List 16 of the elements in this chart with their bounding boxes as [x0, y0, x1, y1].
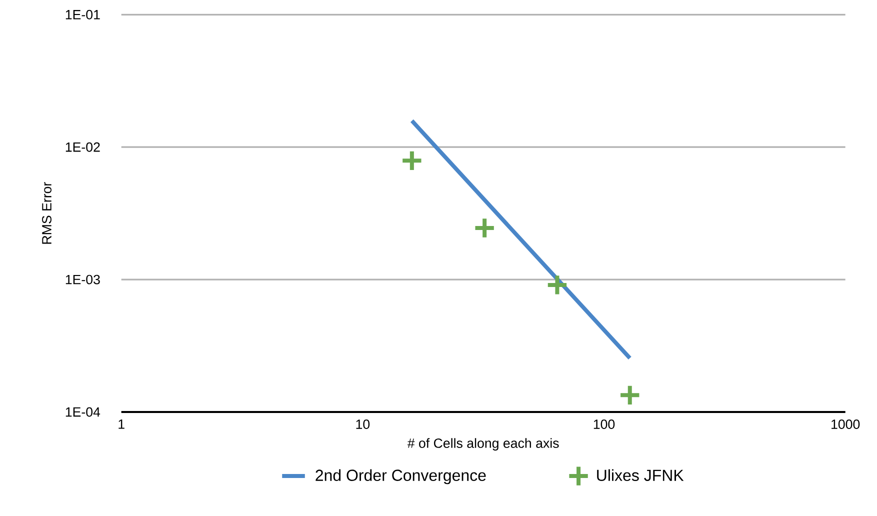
- point: [546, 274, 569, 296]
- point: [618, 384, 642, 406]
- y-tick-label: 1E-04: [66, 407, 100, 417]
- point: [473, 216, 496, 240]
- legend-label: Ulixes JFNK: [597, 469, 684, 481]
- y-tick-label: 1E-02: [66, 142, 100, 152]
- x-tick-label: 1: [118, 420, 124, 429]
- x-tick-label: 10: [356, 420, 370, 429]
- point: [400, 149, 424, 172]
- y-axis-title: RMS Error: [42, 182, 52, 244]
- x-axis-title: # of Cells along each axis: [407, 438, 559, 451]
- y-tick-label: 1E-03: [66, 274, 100, 284]
- x-tick-label: 1000: [832, 420, 860, 429]
- legend-label: 2nd Order Convergence: [316, 469, 486, 484]
- x-tick-label: 100: [594, 420, 615, 429]
- y-tick-label: 1E-01: [66, 10, 100, 20]
